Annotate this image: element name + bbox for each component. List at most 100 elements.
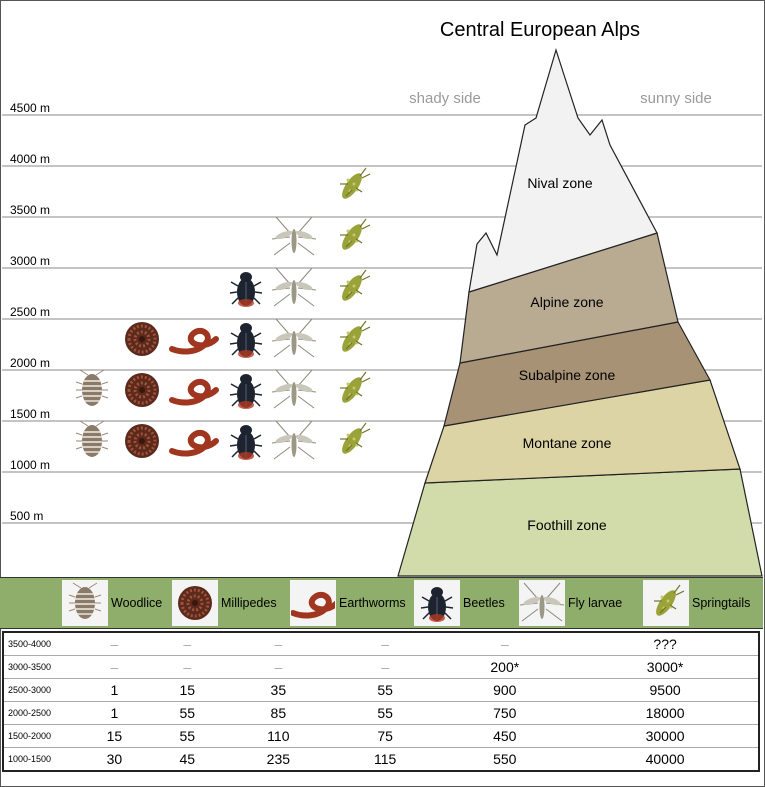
legend-label: Beetles — [463, 596, 505, 610]
abundance-cell: 15 — [150, 678, 224, 702]
abundance-cell: 1 — [78, 701, 151, 725]
legend-label: Springtails — [692, 596, 751, 610]
beetle-icon — [229, 323, 263, 358]
altitude-label: 3000 m — [10, 254, 50, 268]
abundance-cell: 235 — [223, 747, 333, 771]
earthworm-icon — [290, 580, 336, 626]
fly-larva-icon — [271, 318, 317, 358]
zone-label-foothill: Foothill zone — [527, 517, 607, 533]
springtail-icon — [340, 167, 371, 199]
springtail-icon — [340, 269, 371, 301]
earthworm-icon — [169, 429, 219, 457]
abundance-cell: 900 — [437, 678, 573, 702]
altitude-band-label: 1000-1500 — [3, 747, 78, 771]
table-row: 2000-2500 1 55 85 55 750 18000 — [3, 701, 759, 725]
abundance-cell: – — [332, 655, 438, 679]
abundance-cell: 115 — [332, 747, 438, 771]
altitude-label: 3500 m — [10, 203, 50, 217]
abundance-cell: 30 — [78, 747, 151, 771]
woodlouse-icon — [75, 420, 109, 457]
abundance-cell: 3000* — [572, 655, 759, 679]
abundance-cell: – — [223, 655, 333, 679]
abundance-cell: 45 — [150, 747, 224, 771]
altitude-label: 1500 m — [10, 407, 50, 421]
altitude-label: 4500 m — [10, 101, 50, 115]
abundance-cell: – — [110, 636, 119, 652]
abundance-cell: 550 — [437, 747, 573, 771]
millipede-icon — [125, 373, 159, 407]
abundance-cell: 55 — [332, 678, 438, 702]
legend-item: Millipedes — [172, 580, 290, 626]
altitude-diagram: 500 m 1000 m 1500 m 2000 m 2500 m 3000 m 3500 … — [2, 19, 763, 577]
mountain — [397, 47, 763, 577]
millipede-icon — [172, 580, 218, 626]
abundance-cell: 9500 — [572, 678, 759, 702]
abundance-cell: – — [381, 636, 390, 652]
springtail-icon — [340, 422, 371, 454]
abundance-cell: 55 — [150, 701, 224, 725]
abundance-cell: 85 — [223, 701, 333, 725]
altitude-label: 2500 m — [10, 305, 50, 319]
springtail-icon — [340, 218, 371, 250]
table-row: 3500-4000 – – – – –??? — [3, 632, 759, 656]
abundance-cell: 40000 — [572, 747, 759, 771]
legend-label: Fly larvae — [568, 596, 623, 610]
springtail-icon — [340, 371, 371, 403]
beetle-icon — [229, 425, 263, 460]
springtail-icon — [340, 320, 371, 352]
abundance-table: 3500-4000– – – – –??? 3000-3500– – – –200* 3000* 2… — [2, 631, 760, 772]
legend-label: Earthworms — [339, 596, 406, 610]
altitude-band-label: 1500-2000 — [3, 724, 78, 748]
fly-larva-icon — [271, 216, 317, 256]
altitude-label: 500 m — [10, 509, 43, 523]
earthworm-icon — [169, 327, 219, 355]
altitude-band-label: 3000-3500 — [3, 655, 78, 679]
abundance-cell: 30000 — [572, 724, 759, 748]
diagram-title: Central European Alps — [440, 19, 640, 41]
abundance-cell: 75 — [332, 724, 438, 748]
zone-labels: Nival zone Alpine zone Subalpine zone Mo… — [519, 175, 616, 533]
abundance-cell: – — [500, 636, 509, 652]
abundance-cell: 55 — [150, 724, 224, 748]
legend-item: Beetles — [414, 580, 519, 626]
altitude-band-label: 2500-3000 — [3, 678, 78, 702]
abundance-cell: 18000 — [572, 701, 759, 725]
shady-side-label: shady side — [409, 90, 481, 107]
abundance-cell: 15 — [78, 724, 151, 748]
zone-label-subalpine: Subalpine zone — [519, 367, 616, 383]
legend-label: Millipedes — [221, 596, 277, 610]
earthworm-icon — [169, 378, 219, 406]
table-row: 1000-1500 30 45 235 115 550 40000 — [3, 747, 759, 771]
woodlouse-icon — [75, 369, 109, 406]
fly-larva-icon — [271, 369, 317, 409]
abundance-cell: 750 — [437, 701, 573, 725]
woodlouse-icon — [62, 580, 108, 626]
organism-altitude-icons — [75, 167, 371, 460]
abundance-cell: 450 — [437, 724, 573, 748]
abundance-cell: – — [150, 655, 224, 679]
abundance-cell: 200* — [437, 655, 573, 679]
abundance-cell: 55 — [332, 701, 438, 725]
abundance-cell: 1 — [78, 678, 151, 702]
abundance-cell: – — [183, 636, 192, 652]
beetle-icon — [229, 272, 263, 307]
zone-label-montane: Montane zone — [523, 435, 612, 451]
altitude-label: 1000 m — [10, 458, 50, 472]
millipede-icon — [125, 322, 159, 356]
springtail-icon — [643, 580, 689, 626]
group-legend: Woodlice Millipedes Earthworms Beetles Fl… — [0, 577, 763, 629]
zone-label-alpine: Alpine zone — [530, 294, 603, 310]
fly-larva-icon — [271, 420, 317, 460]
table-row: 2500-3000 1 15 35 55 900 9500 — [3, 678, 759, 702]
legend-item: Earthworms — [290, 580, 414, 626]
beetle-icon — [229, 374, 263, 409]
altitude-label: 2000 m — [10, 356, 50, 370]
millipede-icon — [125, 424, 159, 458]
legend-item: Woodlice — [62, 580, 172, 626]
legend-item: Fly larvae — [519, 580, 643, 626]
fly-larva-icon — [271, 267, 317, 307]
altitude-band-label: 3500-4000 — [8, 639, 52, 649]
table-row: 3000-3500– – – –200* 3000* — [3, 655, 759, 679]
beetle-icon — [414, 580, 460, 626]
sunny-side-label: sunny side — [640, 90, 712, 107]
